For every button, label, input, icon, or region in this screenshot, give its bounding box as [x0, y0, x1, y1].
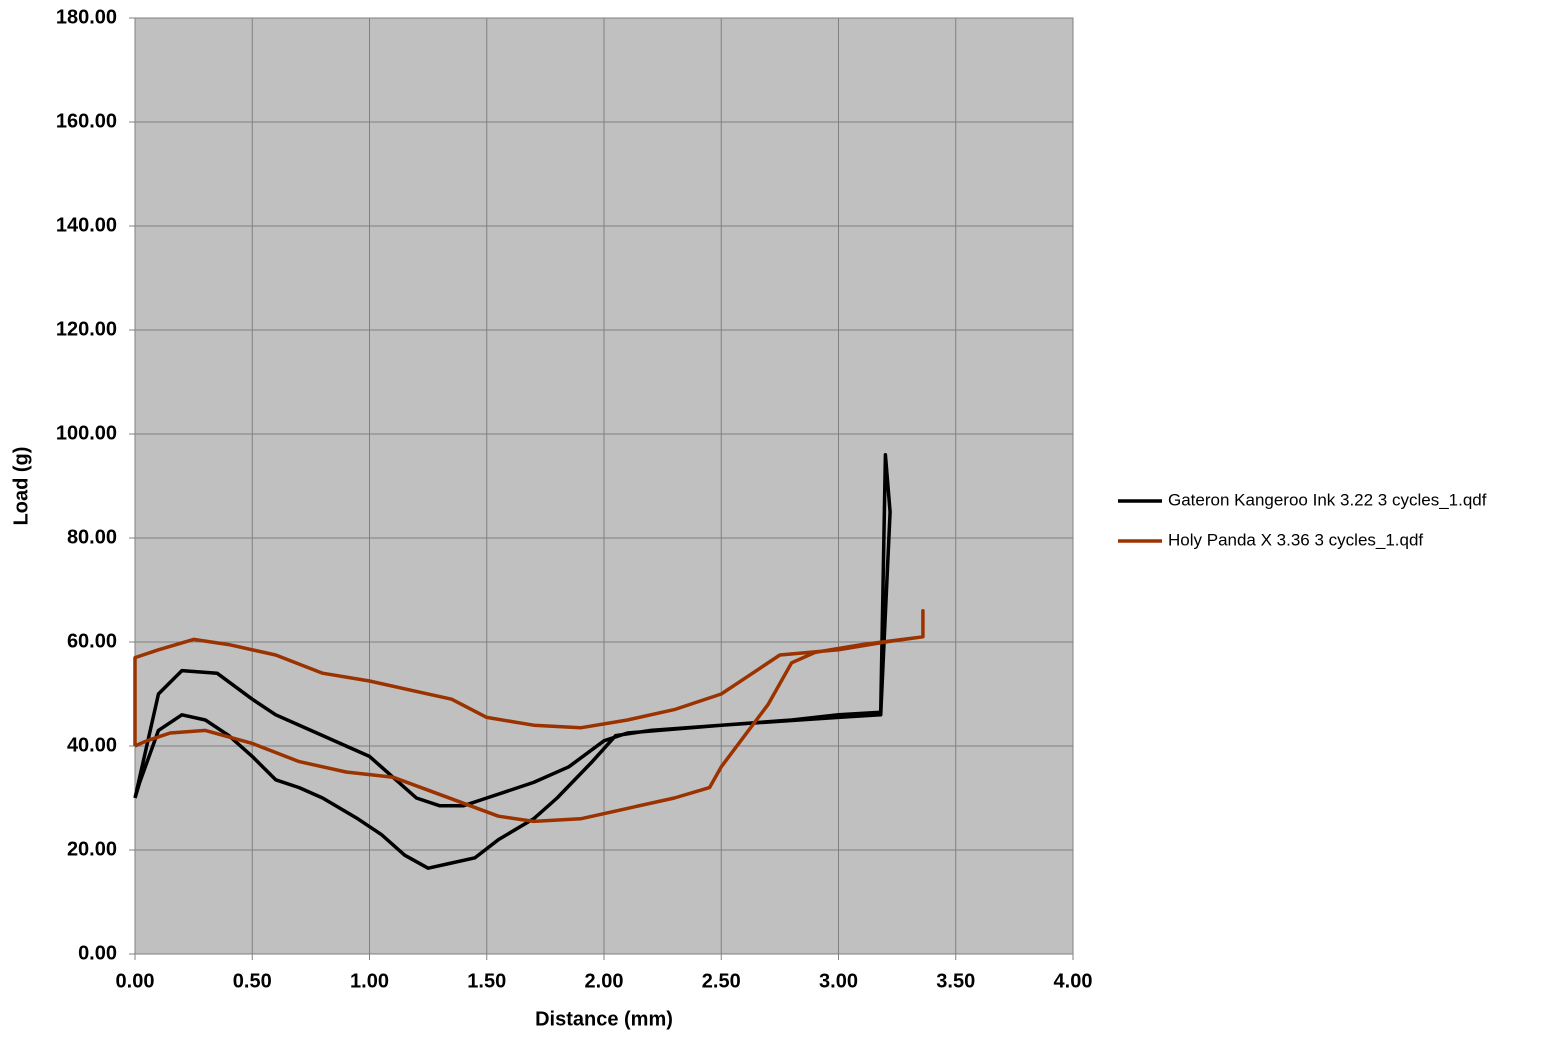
x-tick-label: 2.00	[585, 970, 624, 992]
legend-label: Holy Panda X 3.36 3 cycles_1.qdf	[1168, 530, 1423, 549]
y-tick-label: 100.00	[56, 422, 117, 444]
y-tick-label: 180.00	[56, 6, 117, 28]
x-tick-label: 0.00	[116, 970, 155, 992]
x-tick-label: 3.50	[936, 970, 975, 992]
y-tick-label: 120.00	[56, 318, 117, 340]
x-tick-label: 1.00	[350, 970, 389, 992]
legend-label: Gateron Kangeroo Ink 3.22 3 cycles_1.qdf	[1168, 490, 1487, 509]
y-tick-label: 80.00	[67, 526, 117, 548]
x-tick-label: 3.00	[819, 970, 858, 992]
x-tick-label: 2.50	[702, 970, 741, 992]
x-axis-title: Distance (mm)	[535, 1008, 673, 1030]
series-line	[133, 453, 892, 870]
series-line	[133, 609, 925, 824]
y-tick-label: 160.00	[56, 110, 117, 132]
y-tick-label: 140.00	[56, 214, 117, 236]
y-tick-label: 20.00	[67, 838, 117, 860]
x-tick-label: 0.50	[233, 970, 272, 992]
plot-border	[134, 17, 1074, 955]
y-tick-label: 40.00	[67, 734, 117, 756]
x-tick-label: 4.00	[1054, 970, 1093, 992]
y-axis-title: Load (g)	[10, 447, 32, 526]
y-tick-label: 60.00	[67, 630, 117, 652]
y-tick-label: 0.00	[78, 942, 117, 964]
x-tick-label: 1.50	[467, 970, 506, 992]
